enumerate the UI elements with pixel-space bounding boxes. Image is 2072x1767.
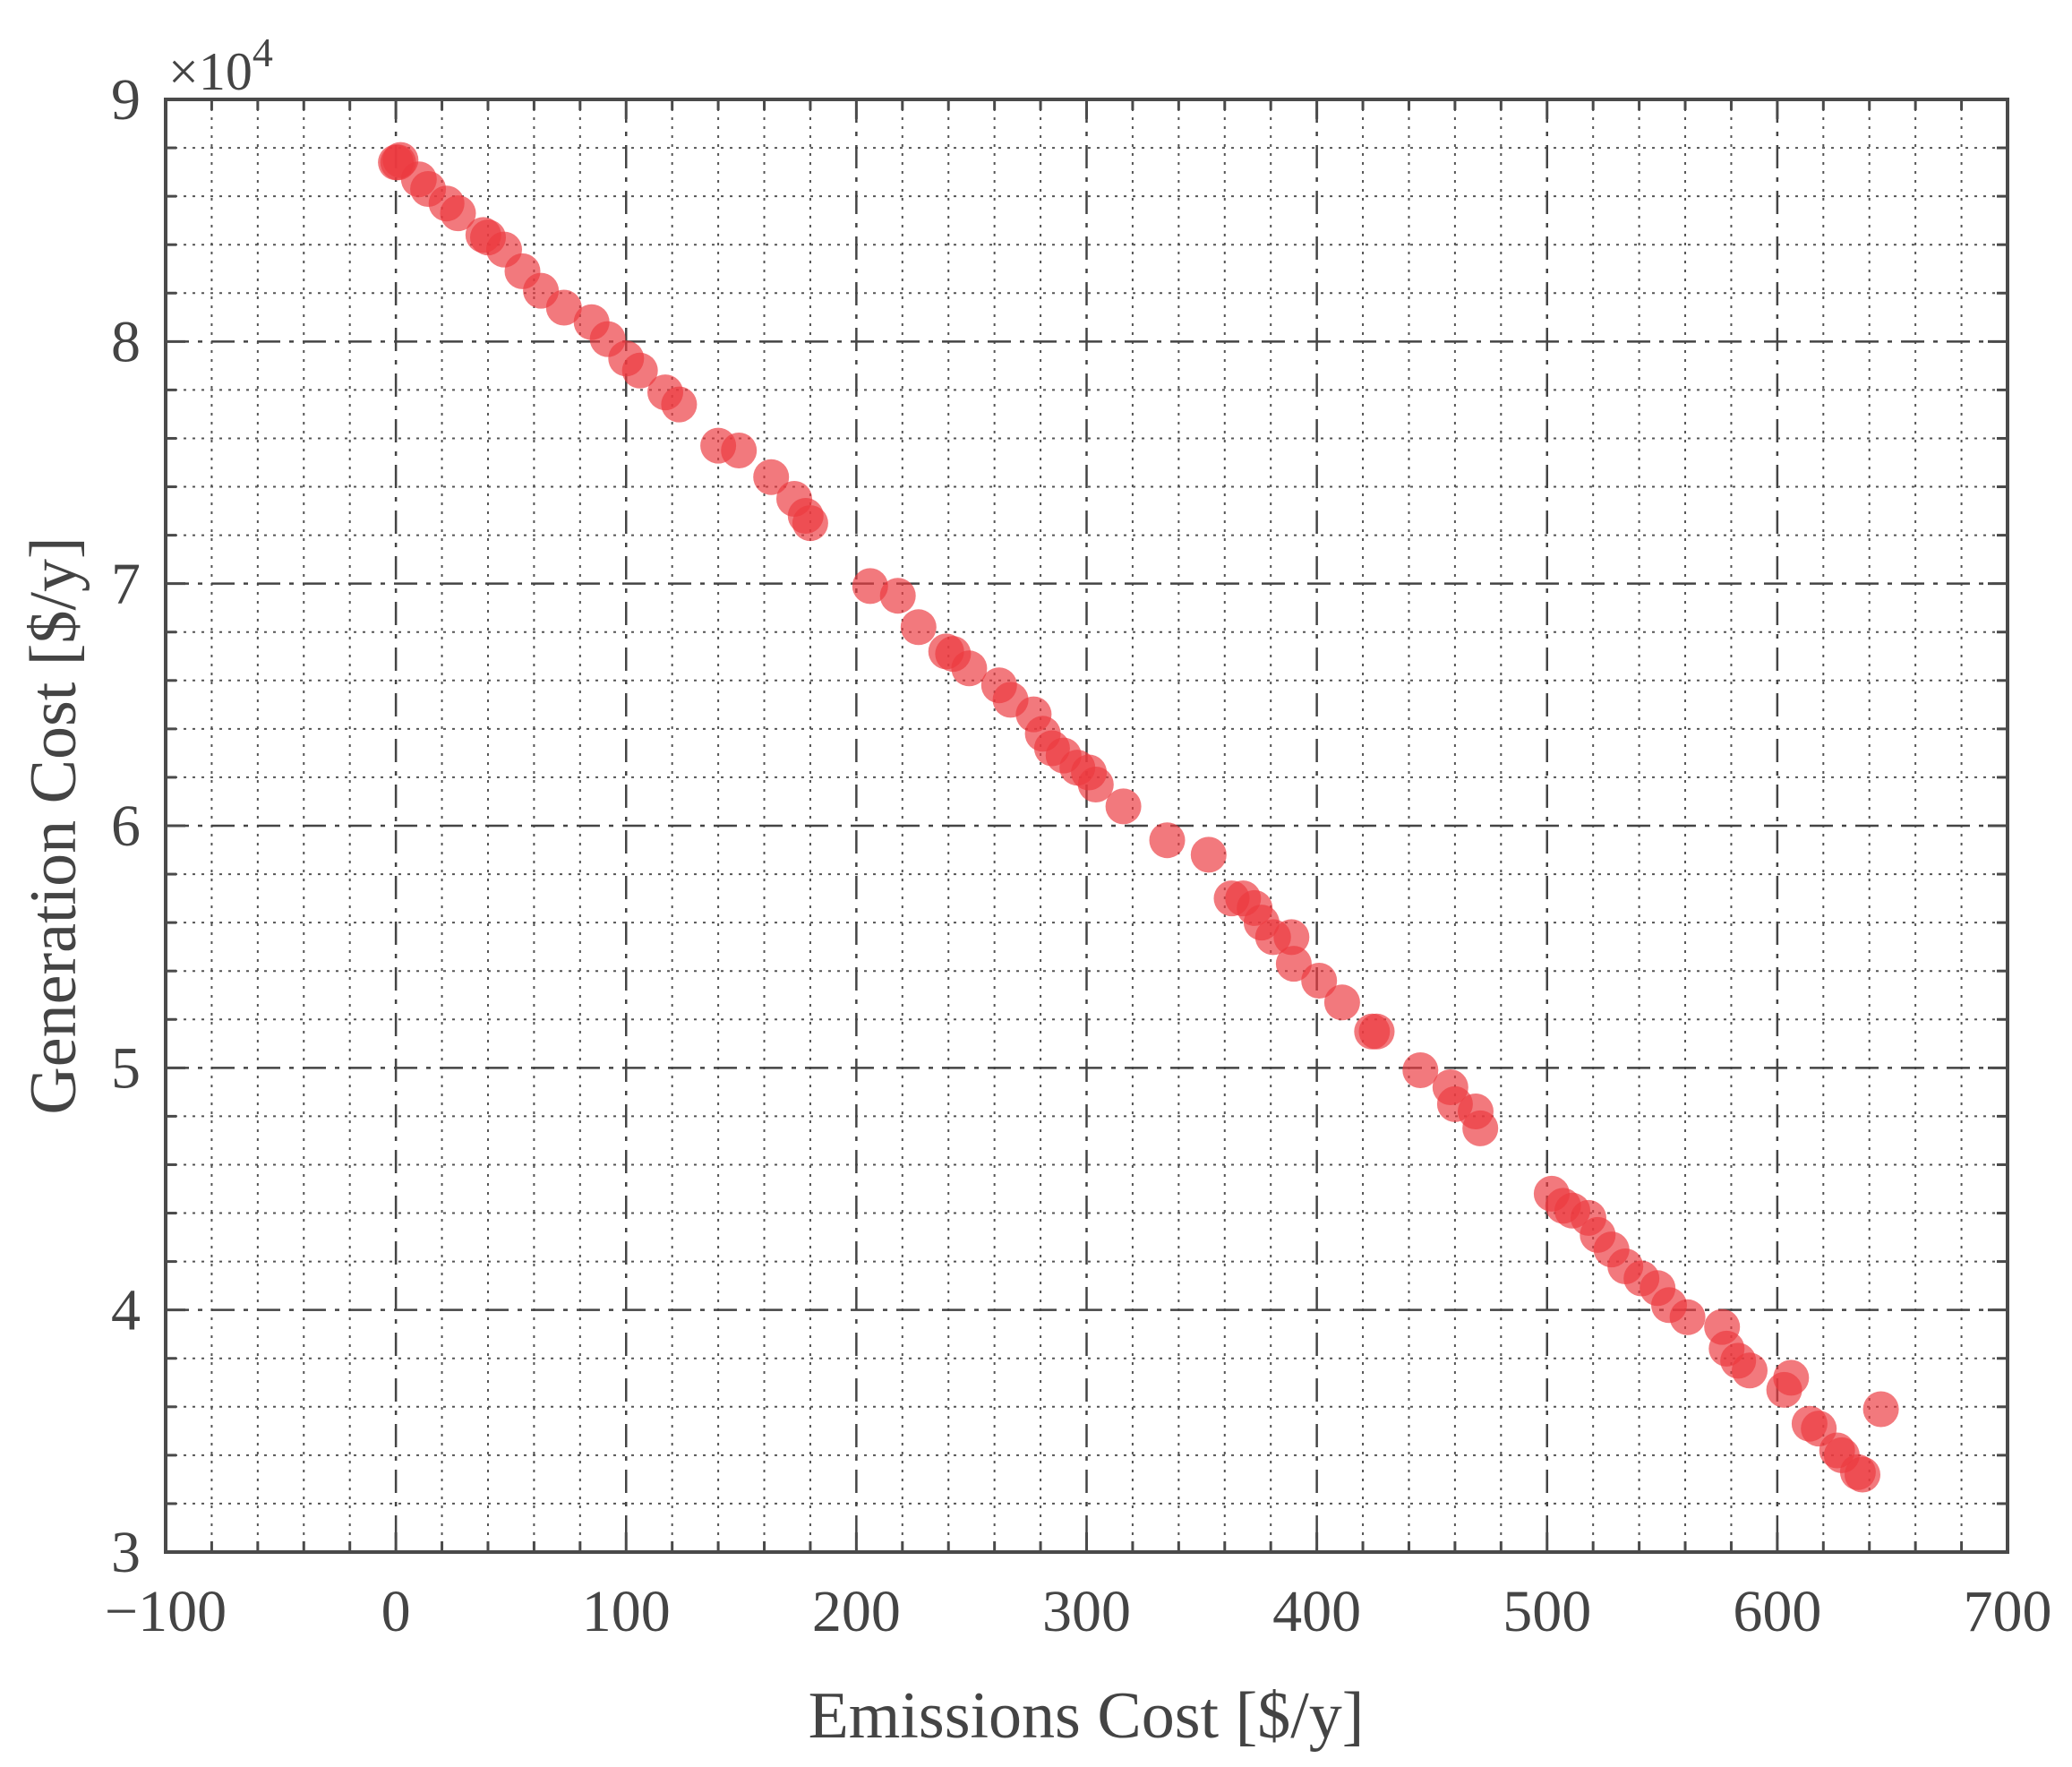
x-tick-label: 200: [812, 1579, 901, 1644]
data-point: [753, 459, 790, 495]
x-tick-label: 0: [381, 1579, 411, 1644]
data-point: [951, 650, 988, 687]
data-point: [1862, 1391, 1899, 1428]
x-tick-label: 300: [1042, 1579, 1131, 1644]
y-exponent-base: ×10: [168, 42, 253, 101]
data-point: [792, 505, 828, 542]
y-tick-labels: 3 4 5 6 7 8 9: [111, 67, 141, 1585]
x-tick-label: −100: [105, 1579, 227, 1644]
y-tick-label: 9: [111, 67, 141, 133]
data-point: [1669, 1299, 1706, 1335]
data-point: [852, 568, 888, 605]
y-tick-label: 5: [111, 1035, 141, 1101]
x-tick-label: 700: [1964, 1579, 2052, 1644]
y-tick-label: 8: [111, 309, 141, 374]
data-point: [621, 352, 658, 389]
y-tick-label: 6: [111, 793, 141, 859]
data-point: [661, 386, 698, 423]
data-point: [545, 289, 582, 326]
data-point: [1845, 1456, 1880, 1493]
x-tick-label: 500: [1503, 1579, 1591, 1644]
axis-ticks: [164, 98, 2009, 1554]
data-point: [1273, 919, 1310, 956]
data-point: [1301, 963, 1338, 999]
x-tick-label: 400: [1272, 1579, 1361, 1644]
x-tick-label: 100: [582, 1579, 671, 1644]
data-point: [1275, 946, 1312, 982]
y-tick-label: 3: [111, 1520, 141, 1585]
data-point: [1077, 767, 1114, 802]
y-tick-label: 4: [111, 1278, 141, 1343]
data-point: [1402, 1052, 1439, 1088]
data-point: [440, 195, 476, 232]
data-point: [1323, 984, 1360, 1021]
x-axis-label: Emissions Cost [$/y]: [809, 1679, 1365, 1753]
data-point: [900, 609, 937, 646]
y-axis-exponent: ×104: [168, 30, 273, 101]
data-point: [1105, 788, 1142, 825]
data-point: [879, 578, 916, 614]
data-points: [378, 142, 1899, 1493]
y-tick-label: 7: [111, 552, 141, 617]
x-tick-labels: −100 0 100 200 300 400 500 600 700: [105, 1579, 2052, 1644]
y-exponent-power: 4: [253, 30, 273, 75]
data-point: [1462, 1110, 1499, 1146]
x-tick-label: 600: [1733, 1579, 1821, 1644]
data-point: [1190, 836, 1227, 873]
data-point: [1358, 1013, 1395, 1050]
data-point: [1773, 1360, 1810, 1396]
data-point: [1149, 822, 1186, 859]
y-axis-label: Generation Cost [$/y]: [17, 536, 90, 1114]
data-point: [721, 433, 758, 468]
data-point: [1732, 1352, 1768, 1389]
